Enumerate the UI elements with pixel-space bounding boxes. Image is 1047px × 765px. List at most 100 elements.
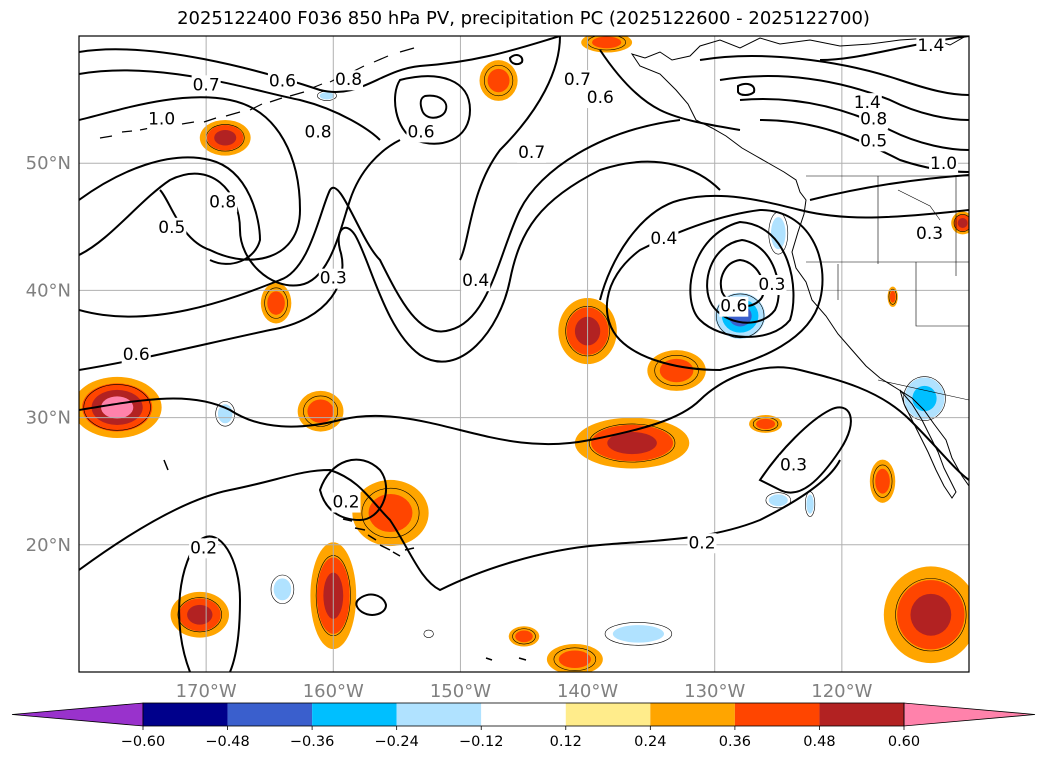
pv-contour-high-ne-5 [819, 36, 969, 61]
colorbar-swatch [819, 703, 904, 726]
north-america-coastline [630, 36, 969, 487]
precip-outline [765, 492, 791, 509]
precip-region-28 [803, 487, 817, 521]
precip-region-0 [199, 119, 251, 156]
pv-contour-label-bg [859, 131, 889, 152]
precip-outline [483, 64, 514, 97]
colorbar-swatch [734, 703, 820, 726]
precip-region-26 [593, 618, 683, 650]
precip-band [875, 468, 890, 494]
pv-contour-0.2-south [79, 459, 841, 592]
pv-contour-label-bg [649, 229, 679, 250]
pv-contour-label-bg [191, 75, 221, 96]
precip-band [806, 494, 814, 514]
pv-contour-label-bg [915, 224, 945, 245]
pv-contour-label-bg [687, 533, 717, 554]
pv-contour-label: 0.2 [688, 533, 715, 553]
pv-contour-1.0-west [79, 96, 302, 261]
axis-tick-labels: 170°W 160°W 150°W 140°W 130°W 120°W 50°N 40°N 30… [26, 153, 873, 702]
pv-contour-label-bg [189, 538, 219, 559]
pv-contour-label-bg [147, 109, 177, 130]
pv-contour-label: 0.6 [720, 297, 747, 317]
lon-tick-label: 150°W [430, 681, 491, 702]
state-borders [806, 175, 969, 401]
colorbar-tick-label: 0.60 [888, 734, 920, 750]
precip-outline [953, 214, 969, 232]
pv-contour-label: 0.7 [518, 143, 545, 163]
pv-contour-label: 0.8 [860, 110, 887, 130]
pv-small-ring-ne [508, 54, 524, 66]
colorbar-tick-label: −0.12 [459, 734, 503, 750]
pv-contour-0.5-east [809, 174, 969, 201]
precip-band [612, 625, 665, 643]
colorbar-tick-label: −0.36 [290, 734, 334, 750]
lat-tick-label: 30°N [26, 408, 71, 429]
precipitation-fill-layer [79, 36, 969, 672]
map-frame [78, 35, 970, 673]
precip-outline [888, 288, 897, 305]
precip-region-10 [352, 479, 429, 547]
colorbar-frame [142, 702, 905, 727]
pv-contour-high-ne-1 [699, 55, 969, 96]
colorbar-tick-label: −0.24 [374, 734, 418, 750]
precip-region-21 [212, 397, 238, 431]
pv-contour-label: 0.6 [587, 88, 614, 108]
precip-outline [270, 574, 295, 604]
pv-contour-label-bg [859, 109, 889, 130]
pv-contour-label-bg [779, 455, 809, 476]
colorbar-tick-label: −0.60 [121, 734, 165, 750]
precip-region-15 [883, 566, 969, 664]
precip-band [273, 578, 292, 601]
precip-band [214, 130, 237, 146]
lon-tick-label: 160°W [303, 681, 364, 702]
precip-region-8 [574, 417, 690, 469]
pv-contour-label-bg [334, 70, 364, 91]
pv-contour-0.6-ridge [599, 49, 741, 131]
precip-outline [177, 597, 223, 633]
pv-contour-label: 0.6 [407, 122, 434, 142]
pv-low-ring-mid [706, 238, 780, 324]
colorbar-swatch [565, 703, 651, 726]
lon-tick-label: 170°W [176, 681, 237, 702]
pv-contour-label: 0.8 [305, 122, 332, 142]
precip-band [889, 290, 896, 303]
precip-outline [604, 622, 673, 646]
pv-contour-label: 1.0 [930, 154, 957, 174]
pv-small-ring-coast [737, 83, 756, 96]
precip-band [770, 217, 786, 250]
precip-outline [872, 464, 893, 498]
lat-tick-label: 40°N [26, 280, 71, 301]
chart-title: 2025122400 F036 850 hPa PV, precipitatio… [177, 8, 870, 29]
precip-outline [588, 423, 676, 463]
pv-contour-label: 0.6 [269, 72, 296, 92]
colorbar-extend-low [11, 702, 144, 727]
pv-low-0.8-ring [394, 75, 472, 145]
pv-contour-label-bg [331, 492, 361, 513]
pv-contour-label: 0.5 [158, 218, 185, 238]
pv-contour-label: 0.7 [564, 70, 591, 90]
colorbar-swatch [650, 703, 735, 726]
pv-contour-0.4-mid [79, 160, 721, 371]
pv-contour-label-bg [406, 122, 436, 143]
pv-contour-label-bg [157, 217, 187, 238]
lon-tick-label: 120°W [811, 681, 872, 702]
colorbar-swatch [396, 703, 482, 726]
precip-region-24 [896, 369, 953, 428]
pv-contour-label-bg [916, 35, 946, 56]
precip-region-13 [546, 644, 603, 672]
pv-contour-label-bg [719, 296, 749, 317]
precip-region-29 [422, 628, 435, 639]
pv-low-ring-outer [689, 220, 795, 338]
colorbar-tick-label: 0.24 [634, 734, 666, 750]
lon-tick-label: 130°W [684, 681, 745, 702]
pv-contour-layer [79, 36, 969, 672]
precip-outline [553, 647, 597, 672]
pv-contour-0.3-subtropic [79, 366, 969, 481]
precip-outline [895, 578, 967, 652]
pv-contour-label-bg [303, 122, 333, 143]
pv-contour-label: 0.7 [193, 75, 220, 95]
precip-band [592, 36, 622, 49]
pv-contour-0.2-loop-hawaii [318, 458, 387, 522]
colorbar-extend-high [903, 702, 1036, 727]
